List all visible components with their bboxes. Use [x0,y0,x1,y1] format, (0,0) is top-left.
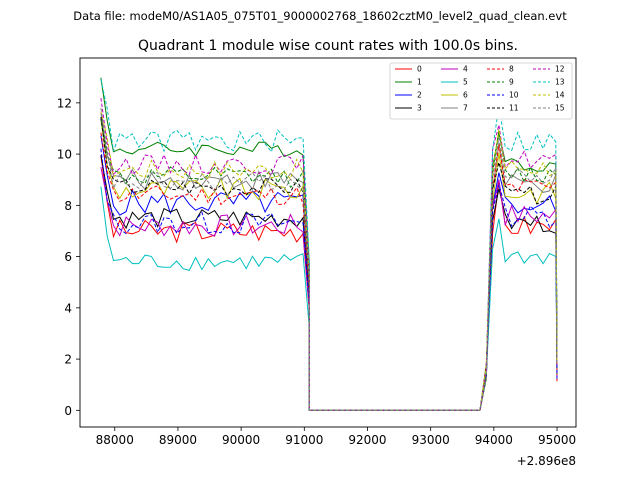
legend-label: 7 [463,104,468,113]
plot-lines [100,77,558,411]
x-tick-label: 94000 [475,433,513,447]
y-tick-label: 6 [64,250,72,264]
legend-label: 1 [417,78,422,87]
x-tick-label: 93000 [412,433,450,447]
legend-label: 6 [463,91,468,100]
legend-label: 11 [509,104,519,113]
y-axis: 0 2 4 6 8 10 12 [57,96,80,418]
suptitle: Data file: modeM0/AS1A05_075T01_90000027… [73,9,567,23]
x-tick-label: 91000 [285,433,323,447]
y-tick-label: 12 [57,96,72,110]
series-line-7 [100,113,558,411]
y-tick-label: 8 [64,199,72,213]
legend-box [389,62,573,120]
x-axis: 88000 89000 90000 91000 92000 93000 94000 95000 [96,427,576,447]
legend-label: 12 [555,65,565,74]
chart-title: Quadrant 1 module wise count rates with … [138,38,518,54]
x-tick-label: 88000 [96,433,134,447]
x-tick-label: 92000 [348,433,386,447]
series-line-8 [100,132,558,411]
y-tick-label: 10 [57,148,72,162]
series-line-14 [100,111,558,411]
x-tick-label: 90000 [222,433,260,447]
series-line-10 [100,148,558,411]
series-line-5 [100,186,558,411]
legend-label: 0 [417,65,422,74]
legend-label: 15 [555,104,565,113]
series-line-4 [100,167,558,411]
legend-label: 4 [463,65,468,74]
series-line-9 [100,118,558,411]
series-line-0 [100,155,558,411]
series-line-11 [100,116,558,411]
series-line-15 [100,108,558,411]
legend-label: 9 [509,78,514,87]
x-offset-label: +2.896e8 [517,454,576,468]
legend-label: 13 [555,78,565,87]
legend-label: 8 [509,65,514,74]
legend-label: 2 [417,91,422,100]
series-line-13 [100,79,558,411]
x-tick-label: 95000 [538,433,576,447]
series-line-6 [100,119,558,411]
y-tick-label: 2 [64,353,72,367]
plot-frame [79,57,577,428]
series-line-3 [100,155,558,411]
series-line-1 [100,77,558,411]
legend-label: 10 [509,91,519,100]
x-tick-label: 89000 [159,433,197,447]
legend-label: 3 [417,104,422,113]
legend-label: 14 [555,91,565,100]
legend-label: 5 [463,78,468,87]
series-line-2 [100,135,558,411]
y-tick-label: 0 [64,404,72,418]
y-tick-label: 4 [64,301,72,315]
series-line-12 [100,98,558,411]
